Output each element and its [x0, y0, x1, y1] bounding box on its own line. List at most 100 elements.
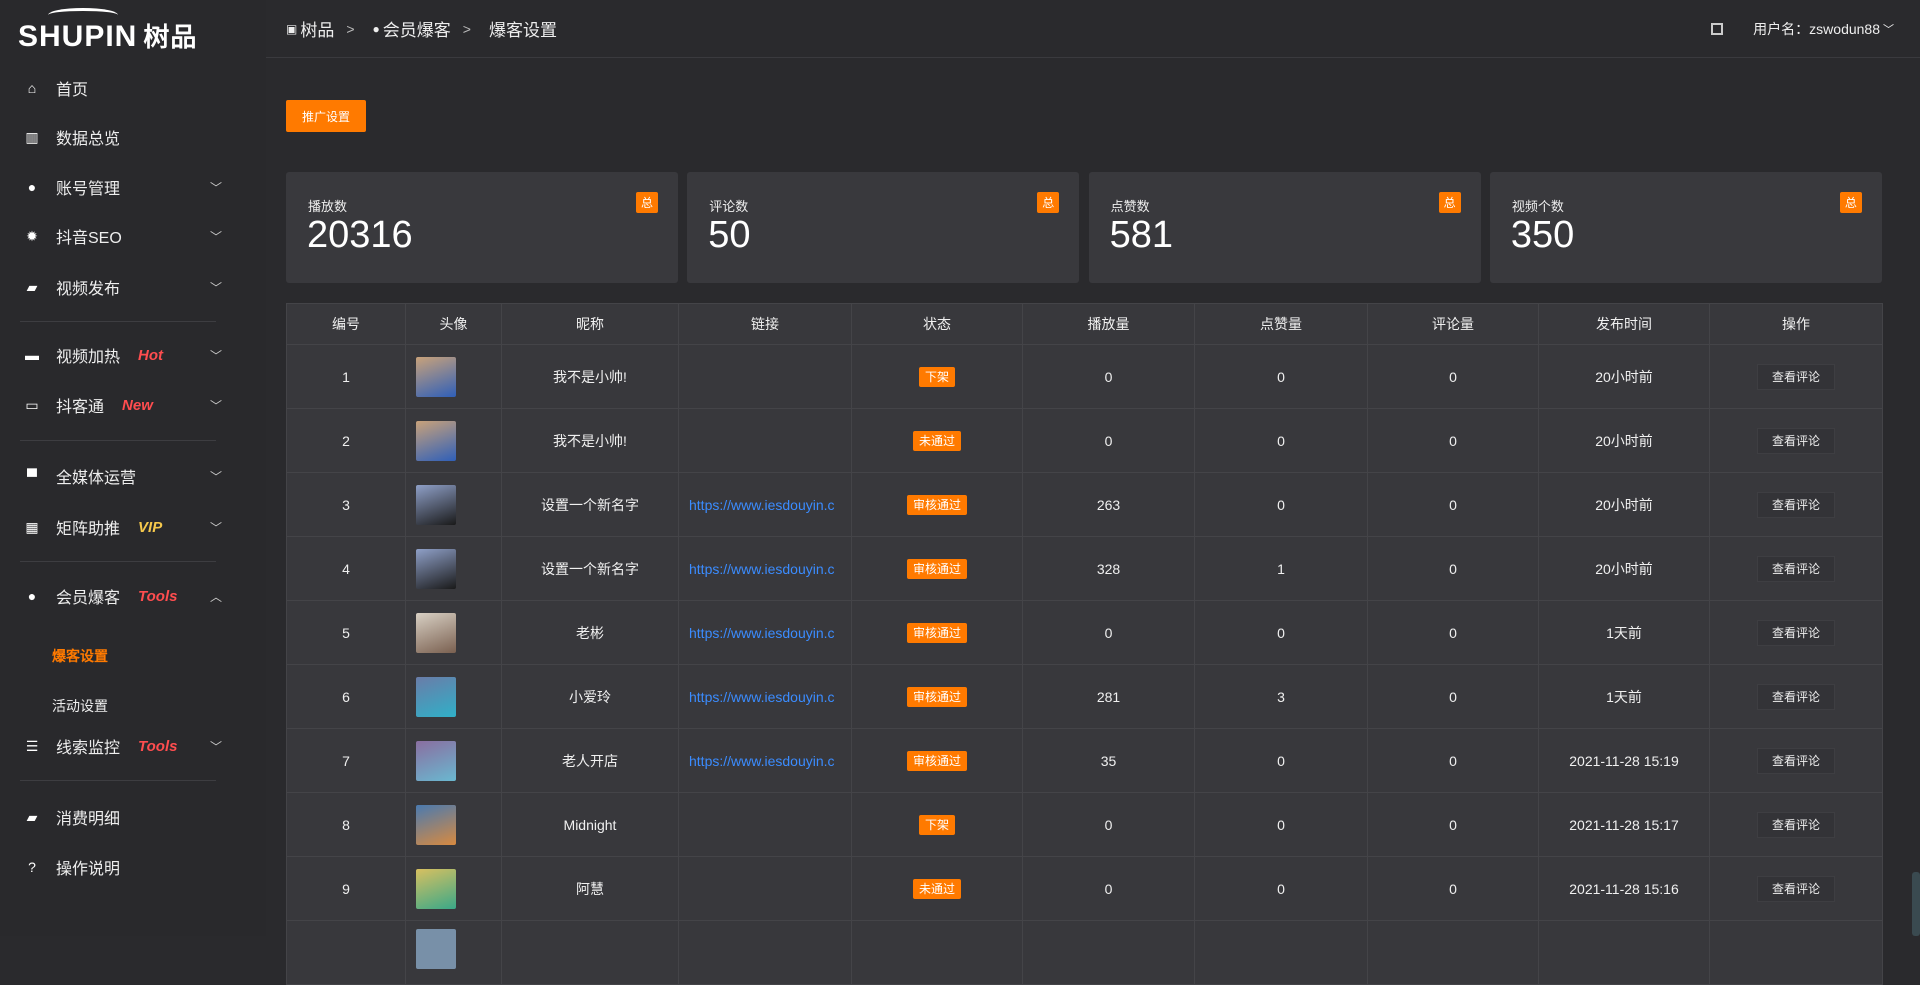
view-comments-button[interactable]: 查看评论 [1756, 876, 1835, 902]
chevron-down-icon[interactable]: ﹀ [209, 469, 222, 484]
sidebar-item-5[interactable]: ▬ 视频加热 Hot ﹀ [0, 335, 266, 375]
cell-status: 审核通过 [851, 600, 1023, 665]
cell-name: 我不是小帅! [501, 344, 679, 409]
plays-text: 0 [1104, 624, 1113, 641]
cell-link [678, 408, 852, 473]
sidebar-subitem-0[interactable]: 爆客设置 [52, 648, 108, 664]
view-comments-button[interactable]: 查看评论 [1756, 364, 1835, 390]
video-link[interactable]: https://www.iesdouyin.c [689, 624, 835, 641]
cell-id: 8 [286, 792, 406, 857]
logo[interactable]: SHUPIN 树品 [18, 8, 197, 54]
cell-avatar [405, 600, 502, 665]
cell-status: 未通过 [851, 408, 1023, 473]
view-comments-button[interactable]: 查看评论 [1756, 428, 1835, 454]
breadcrumb-separator: > [346, 20, 355, 37]
stat-label: 视频个数 [1511, 199, 1564, 214]
sidebar-divider [20, 561, 216, 562]
video-link[interactable]: https://www.iesdouyin.c [689, 560, 835, 577]
status-badge: 下架 [918, 815, 955, 835]
column-header: 状态 [851, 303, 1023, 345]
avatar [416, 868, 456, 909]
breadcrumb-item-home[interactable]: 树品 [300, 21, 335, 40]
sidebar-item-10[interactable]: ☰ 线索监控 Tools ﹀ [0, 726, 266, 766]
cell-id: 2 [286, 408, 406, 473]
stat-total-badge: 总 [1839, 192, 1862, 213]
cell-op: 查看评论 [1709, 856, 1883, 921]
plays-text: 263 [1096, 496, 1121, 513]
user-icon: ● [372, 21, 380, 36]
view-comments-button[interactable]: 查看评论 [1756, 556, 1835, 582]
cell-avatar [405, 344, 502, 409]
breadcrumb-item-member[interactable]: 会员爆客 [382, 21, 451, 40]
user-menu[interactable]: 用户名：zswodun88 [1753, 21, 1880, 37]
chevron-down-icon[interactable]: ﹀ [209, 348, 222, 363]
sidebar-item-12[interactable]: ? 操作说明 [0, 847, 266, 887]
view-comments-button[interactable]: 查看评论 [1756, 620, 1835, 646]
sidebar-item-8[interactable]: ▦ 矩阵助推 VIP ﹀ [0, 507, 266, 547]
chart-icon: ▣ [286, 21, 298, 36]
fullscreen-icon[interactable] [1711, 23, 1724, 35]
sidebar-item-1[interactable]: ▥ 数据总览 [0, 117, 266, 157]
cell-avatar [405, 728, 502, 793]
video-link[interactable]: https://www.iesdouyin.c [689, 752, 835, 769]
sidebar-item-11[interactable]: ▰ 消费明细 [0, 797, 266, 837]
camera-icon: ▰ [26, 278, 38, 295]
view-comments-button[interactable]: 查看评论 [1756, 748, 1835, 774]
chevron-down-icon[interactable]: ﹀ [1883, 24, 1894, 36]
scrollbar[interactable] [1912, 872, 1920, 936]
avatar [416, 420, 456, 461]
table-row: 7 老人开店 https://www.iesdouyin.c 审核通过 35 0 0 2021… [286, 728, 1883, 793]
cell-link [678, 856, 852, 921]
chevron-down-icon[interactable]: ﹀ [209, 280, 222, 295]
chevron-down-icon[interactable]: ﹀ [209, 520, 222, 535]
comments-text: 0 [1449, 560, 1457, 577]
id-text: 8 [342, 816, 350, 833]
view-comments-button[interactable]: 查看评论 [1756, 492, 1835, 518]
chevron-down-icon[interactable]: ﹀ [209, 229, 222, 244]
avatar [416, 929, 456, 969]
video-link[interactable]: https://www.iesdouyin.c [689, 688, 835, 705]
sidebar-item-0[interactable]: ⌂ 首页 [0, 68, 266, 108]
status-badge: 审核通过 [906, 495, 967, 515]
avatar [416, 356, 456, 397]
desktop-icon: ▀ [27, 468, 37, 484]
home-icon: ⌂ [27, 80, 37, 96]
cell-plays: 35 [1022, 728, 1195, 793]
avatar [416, 548, 456, 589]
time-text: 20小时前 [1595, 432, 1653, 449]
cell-status: 审核通过 [851, 536, 1023, 601]
cell-status: 下架 [851, 344, 1023, 409]
status-badge: 审核通过 [906, 623, 967, 643]
cell-comments: 0 [1367, 664, 1539, 729]
cell-avatar [405, 536, 502, 601]
cell [501, 920, 679, 985]
sidebar-item-4[interactable]: ▰ 视频发布 ﹀ [0, 267, 266, 307]
gear-icon: ✹ [26, 227, 38, 244]
view-comments-button[interactable]: 查看评论 [1756, 812, 1835, 838]
stat-card: 点赞数 581 总 [1088, 172, 1481, 283]
chevron-down-icon[interactable]: ﹀ [209, 739, 222, 754]
breadcrumb: ▣ 树品 > ● 会员爆客 > 爆客设置 [286, 16, 557, 41]
view-comments-button[interactable]: 查看评论 [1756, 684, 1835, 710]
cell-avatar [405, 408, 502, 473]
promotion-settings-button[interactable]: 推广设置 [286, 100, 366, 132]
chevron-up-icon[interactable]: ︿ [209, 589, 222, 604]
cell-op: 查看评论 [1709, 600, 1883, 665]
sidebar-item-7[interactable]: ▀ 全媒体运营 ﹀ [0, 456, 266, 496]
stat-label: 评论数 [709, 199, 749, 214]
video-link[interactable]: https://www.iesdouyin.c [689, 496, 835, 513]
sidebar-item-9[interactable]: ● 会员爆客 Tools ︿ [0, 576, 266, 616]
cell-avatar [405, 856, 502, 921]
chevron-down-icon[interactable]: ﹀ [209, 398, 222, 413]
sidebar-item-2[interactable]: ● 账号管理 ﹀ [0, 167, 266, 207]
name-text: 阿慧 [576, 880, 604, 897]
comments-text: 0 [1449, 752, 1457, 769]
sidebar-divider [20, 321, 216, 322]
sidebar-item-label: 视频发布 [56, 281, 121, 298]
sidebar-item-6[interactable]: ▭ 抖客通 New ﹀ [0, 385, 266, 425]
sidebar-item-3[interactable]: ✹ 抖音SEO ﹀ [0, 216, 266, 256]
sidebar-item-label: 抖音SEO [56, 230, 122, 247]
chevron-down-icon[interactable]: ﹀ [209, 180, 222, 195]
name-text: 老人开店 [562, 752, 618, 769]
sidebar-subitem-1[interactable]: 活动设置 [52, 698, 108, 714]
